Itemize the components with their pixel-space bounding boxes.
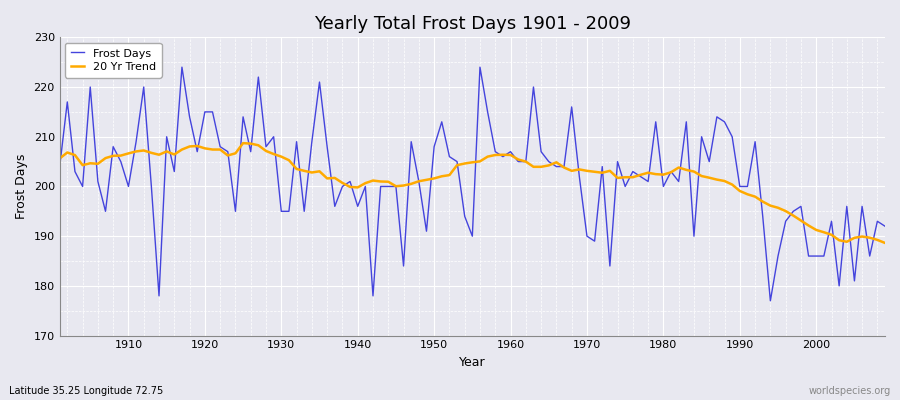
- Text: worldspecies.org: worldspecies.org: [809, 386, 891, 396]
- Frost Days: [879, 224, 890, 229]
- 20 Yr Trend: [337, 180, 347, 185]
- 20 Yr Trend: [505, 152, 516, 157]
- 20 Yr Trend: [879, 240, 890, 245]
- Text: Latitude 35.25 Longitude 72.75: Latitude 35.25 Longitude 72.75: [9, 386, 163, 396]
- Frost Days: [605, 264, 616, 268]
- Frost Days: [337, 184, 347, 189]
- 20 Yr Trend: [54, 156, 65, 161]
- Frost Days: [115, 159, 126, 164]
- Frost Days: [513, 159, 524, 164]
- X-axis label: Year: Year: [459, 356, 486, 369]
- Frost Days: [765, 298, 776, 303]
- 20 Yr Trend: [292, 166, 302, 171]
- 20 Yr Trend: [238, 141, 248, 146]
- Legend: Frost Days, 20 Yr Trend: Frost Days, 20 Yr Trend: [65, 43, 162, 78]
- Frost Days: [176, 65, 187, 70]
- 20 Yr Trend: [513, 157, 524, 162]
- Title: Yearly Total Frost Days 1901 - 2009: Yearly Total Frost Days 1901 - 2009: [314, 15, 631, 33]
- Frost Days: [505, 149, 516, 154]
- Line: Frost Days: Frost Days: [59, 67, 885, 301]
- Line: 20 Yr Trend: 20 Yr Trend: [59, 143, 885, 243]
- Y-axis label: Frost Days: Frost Days: [15, 154, 28, 219]
- Frost Days: [292, 139, 302, 144]
- Frost Days: [54, 164, 65, 169]
- 20 Yr Trend: [605, 168, 616, 173]
- 20 Yr Trend: [115, 153, 126, 158]
